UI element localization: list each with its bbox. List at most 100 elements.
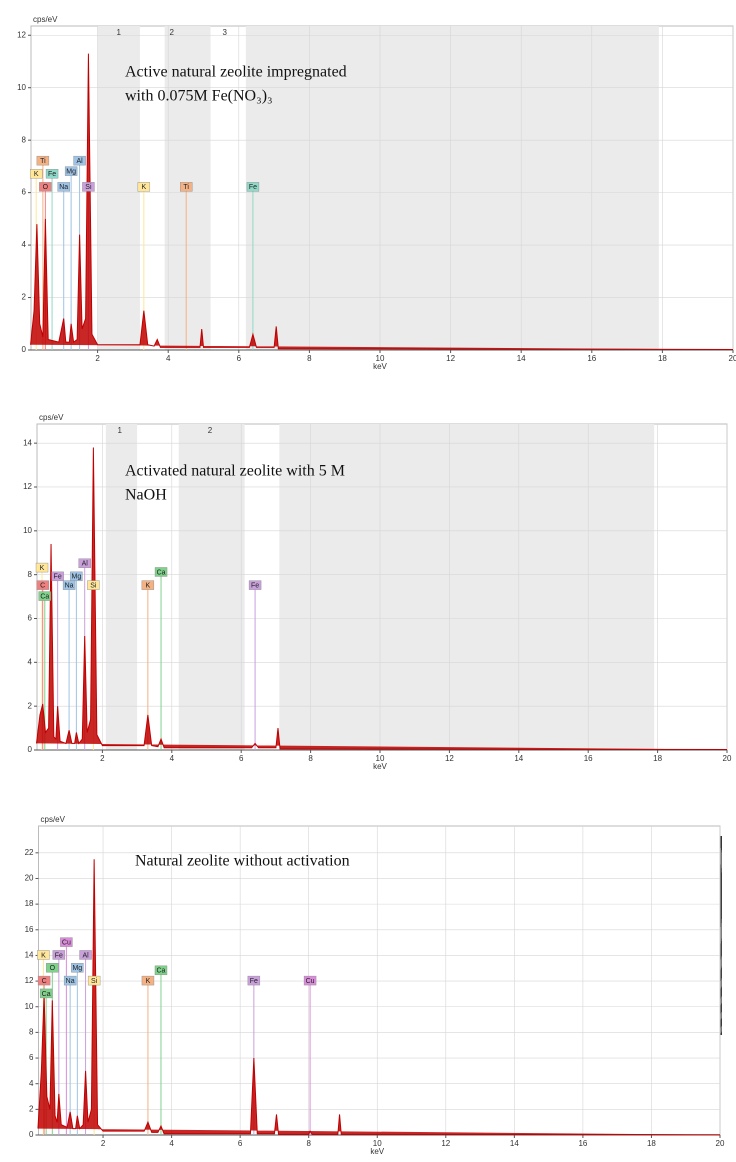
y-tick-label: 12 [23,482,32,491]
x-tick-label: 14 [517,354,526,363]
x-tick-label: 4 [169,1139,174,1148]
element-label: Al [76,158,83,165]
element-box [39,182,52,192]
element-label: Al [82,952,89,959]
annotation: with 0.075M Fe(NO₃)₃ [125,88,273,105]
x-tick-label: 16 [584,754,593,763]
x-tick-label: 18 [653,754,662,763]
y-tick-label: 10 [17,83,26,92]
y-tick-label: 12 [17,30,26,39]
y-tick-label: 8 [28,570,33,579]
y-tick-label: 8 [22,135,27,144]
element-box [82,182,95,192]
x-tick-label: 4 [170,754,175,763]
y-tick-label: 6 [28,614,33,623]
region-label: 2 [208,426,213,435]
x-tick-label: 2 [100,754,105,763]
element-label: Na [65,582,74,589]
x-tick-label: 6 [239,754,244,763]
element-box [60,937,73,947]
region-label: 2 [170,28,175,37]
element-label: Fe [250,978,258,985]
element-box [141,975,155,986]
spectrum-line [30,53,734,350]
x-tick-label: 8 [306,1139,311,1148]
element-label: Mg [72,574,82,581]
y-tick-label: 6 [22,188,27,197]
region-label: 1 [118,426,123,435]
element-label: C [42,978,47,985]
element-label: Fe [54,574,62,581]
element-box [38,591,51,601]
spectrum-line [35,447,728,751]
element-label: Mg [72,965,82,972]
region-band [245,26,659,350]
element-label: Ti [183,184,189,191]
x-tick-label: 20 [729,354,736,363]
y-tick-label: 4 [29,1079,34,1088]
element-label: Mg [66,168,76,175]
element-label: Al [82,561,89,568]
element-label: Ca [42,991,51,998]
element-label: K [40,565,45,572]
x-tick-label: 14 [514,754,523,763]
element-label: Na [59,184,68,191]
element-box [78,558,91,568]
element-box [29,169,43,179]
element-label: Fe [251,582,259,589]
x-tick-label: 8 [307,354,312,363]
spectrum-line [37,859,721,1136]
element-box [73,155,86,166]
element-label: Fe [55,952,63,959]
element-label: Na [66,978,75,985]
y-tick-label: 18 [25,899,34,908]
x-tick-label: 10 [376,354,385,363]
annotation: Activated natural zeolite with 5 M [125,463,345,480]
x-tick-label: 4 [166,354,171,363]
y-tick-label: 2 [22,293,27,302]
x-tick-label: 20 [716,1139,725,1148]
x-tick-label: 10 [373,1139,382,1148]
element-box [246,182,260,192]
x-tick-label: 10 [376,754,385,763]
element-label: O [43,184,49,191]
element-label: Fe [48,171,56,178]
y-tick-label: 4 [28,657,33,666]
element-label: Si [90,582,97,589]
y-tick-label: 16 [25,925,34,934]
x-tick-label: 8 [308,754,313,763]
element-box [70,571,83,582]
y-tick-label: 6 [29,1053,34,1062]
y-tick-label: 10 [25,1002,34,1011]
element-label: Si [85,184,92,191]
y-tick-label: 0 [28,745,33,754]
x-tick-label: 12 [446,354,455,363]
element-box [87,975,101,986]
x-tick-label: 2 [95,354,100,363]
region-band [105,424,138,750]
x-tick-label: 16 [578,1139,587,1148]
element-label: K [34,171,39,178]
element-box [37,975,51,986]
y-tick-label: 0 [22,345,27,354]
x-tick-label: 14 [510,1139,519,1148]
region-band [279,424,655,750]
element-box [71,963,84,973]
element-label: Ca [157,569,166,576]
x-tick-label: 12 [445,754,454,763]
element-box [39,988,53,999]
y-axis-label: cps/eV [39,413,64,422]
element-box [35,562,49,573]
element-box [141,580,155,590]
element-box [52,950,66,960]
element-box [303,975,317,986]
element-box [180,182,193,192]
element-box [37,950,50,960]
element-box [154,567,168,577]
y-tick-label: 12 [25,976,34,985]
element-label: K [142,184,147,191]
